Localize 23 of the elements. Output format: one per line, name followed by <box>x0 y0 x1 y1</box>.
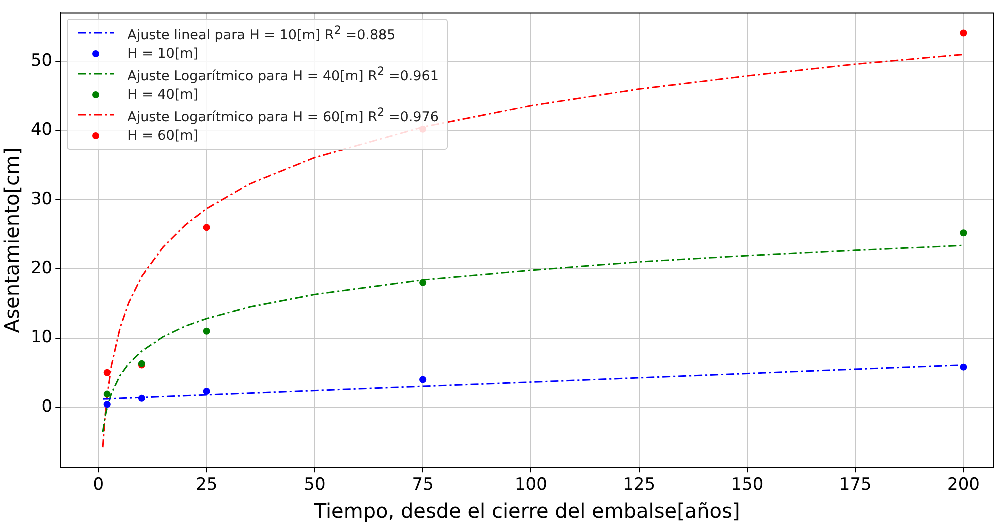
y-tick-label: 20 <box>30 258 53 279</box>
x-tick-label: 0 <box>93 475 104 496</box>
x-tick-label: 25 <box>196 475 218 496</box>
y-tick-label: 10 <box>30 328 53 348</box>
legend-label: H = 10[m] <box>128 46 199 62</box>
legend-label: Ajuste Logarítmico para H = 40[m] R$^{2}$ =0.961 <box>128 64 439 84</box>
legend-label: Ajuste Logarítmico para H = 60[m] R$^{2}$ =0.976 <box>128 106 439 126</box>
y-tick-label: 30 <box>30 189 53 210</box>
x-tick-label: 200 <box>947 475 980 496</box>
x-tick-label: 150 <box>731 475 764 496</box>
legend-label: Ajuste lineal para H = 10[m] R$^{2}$ =0.885 <box>128 24 396 44</box>
legend-label: H = 60[m] <box>128 128 199 144</box>
x-tick-label: 125 <box>623 475 656 496</box>
legend-label: H = 40[m] <box>128 86 199 103</box>
x-tick-label: 50 <box>304 475 326 496</box>
x-axis-title: Tiempo, desde el cierre del embalse[años] <box>313 499 740 524</box>
y-tick-label: 40 <box>30 120 53 140</box>
x-tick-label: 175 <box>839 475 872 496</box>
x-tick-label: 75 <box>412 475 434 496</box>
y-axis-title: Asentamiento[cm] <box>0 148 24 334</box>
y-tick-label: 50 <box>30 51 53 72</box>
y-tick-label: 0 <box>42 396 53 417</box>
x-tick-label: 100 <box>514 475 548 496</box>
